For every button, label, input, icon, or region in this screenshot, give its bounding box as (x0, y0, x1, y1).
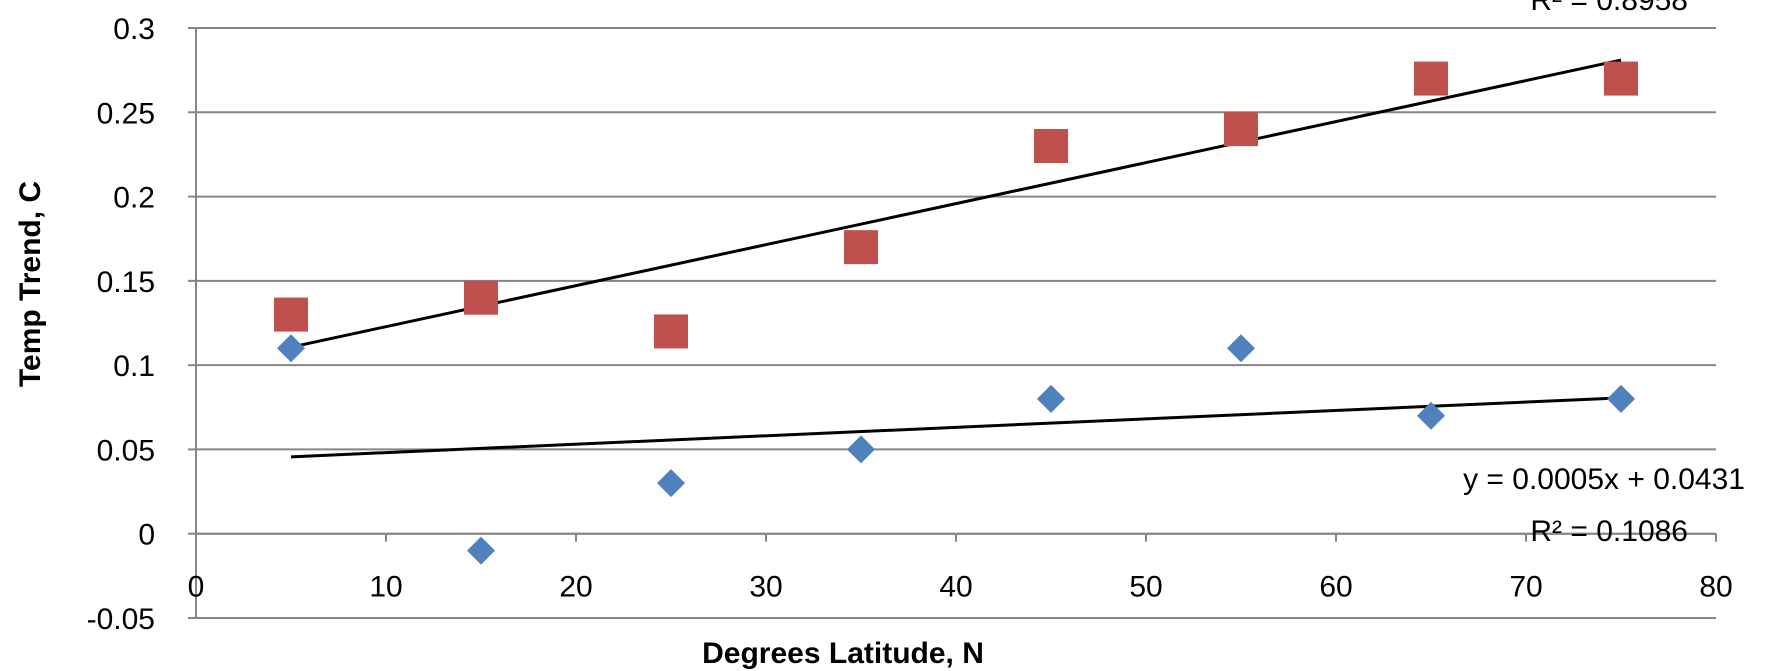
data-point-series-2 (1034, 129, 1068, 163)
series-1-r-squared: R² = 0.1086 (1530, 515, 1688, 548)
x-tick-label: 80 (1699, 571, 1732, 604)
data-points (274, 61, 1638, 565)
trendline-series-2 (290, 58, 1622, 349)
y-tick-label: 0.25 (97, 97, 155, 130)
x-tick-label: 60 (1319, 571, 1352, 604)
data-point-series-2 (464, 280, 498, 315)
axes (188, 27, 1717, 619)
y-tick-label: -0.05 (87, 603, 155, 636)
x-axis-title: Degrees Latitude, N (702, 637, 984, 670)
x-tick-label: 20 (559, 571, 592, 604)
trendlines (290, 58, 1622, 459)
data-point-series-1 (1037, 384, 1065, 413)
data-point-series-2 (274, 297, 308, 332)
y-axis-title: Temp Trend, C (14, 181, 47, 387)
data-point-series-1 (657, 469, 685, 498)
x-tick-label: 30 (749, 571, 782, 604)
trendline-series-1 (290, 396, 1622, 459)
y-tick-label: 0 (138, 519, 155, 552)
x-tick-label: 40 (939, 571, 972, 604)
data-point-series-2 (844, 230, 878, 265)
data-point-series-2 (1604, 61, 1638, 96)
data-point-series-2 (1414, 61, 1448, 96)
y-tick-label: 0.1 (113, 350, 155, 383)
x-tick-label: 50 (1129, 571, 1162, 604)
y-tick-label: 0.05 (97, 434, 155, 467)
data-point-series-1 (847, 435, 875, 464)
x-tick-label: 10 (369, 571, 402, 604)
series-1-trend-equation: y = 0.0005x + 0.0431 (1463, 463, 1745, 496)
y-tick-label: 0.2 (113, 182, 155, 215)
y-tick-label: 0.15 (97, 266, 155, 299)
series-2-r-squared: R² = 0.8958 (1530, 0, 1688, 17)
x-tick-label: 0 (188, 571, 205, 604)
data-point-series-1 (277, 334, 305, 363)
x-tick-labels: 0 10 20 30 40 50 60 70 80 (188, 571, 1733, 604)
data-point-series-1 (1227, 334, 1255, 363)
y-tick-labels: -0.05 0 0.05 0.1 0.15 0.2 0.25 0.3 (87, 13, 155, 636)
data-point-series-2 (1224, 112, 1258, 147)
data-point-series-2 (654, 314, 688, 349)
data-point-series-1 (1417, 401, 1445, 430)
data-point-series-1 (467, 536, 495, 565)
trendline-annotations: y = 0.0005x + 0.0431 R² = 0.1086 R² = 0.… (1463, 0, 1745, 548)
y-tick-label: 0.3 (113, 13, 155, 46)
data-point-series-1 (1607, 384, 1635, 413)
x-tick-label: 70 (1509, 571, 1542, 604)
